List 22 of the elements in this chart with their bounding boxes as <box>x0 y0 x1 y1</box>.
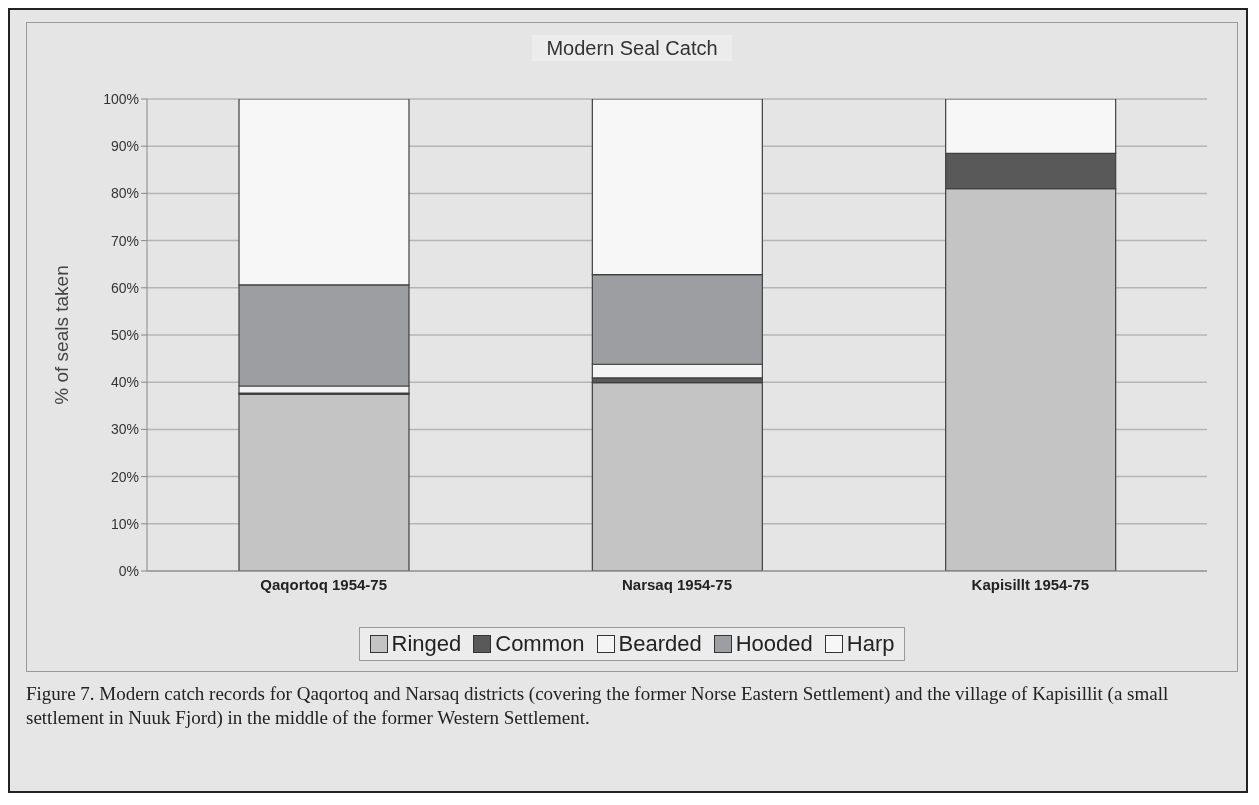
legend-label: Hooded <box>734 631 813 657</box>
y-tick-label: 60% <box>110 279 139 296</box>
legend-label: Bearded <box>617 631 702 657</box>
caption: Figure 7. Modern catch records for Qaqortoq and Narsaq districts (covering the former Norse Eastern Settlement) and the village of Kapisillit (a small settlement in Nuuk Fjord) in the middle of the former Western Settlement. <box>26 682 1170 730</box>
y-tick-label: 50% <box>110 326 139 343</box>
x-tick-label: Qaqortoq 1954-75 <box>260 575 388 593</box>
y-tick-label: 30% <box>110 421 139 438</box>
legend-label: Harp <box>845 631 895 657</box>
y-tick-label: 70% <box>110 232 139 249</box>
x-tick-label: Narsaq 1954-75 <box>621 575 733 593</box>
chart-title: Modern Seal Catch <box>532 35 732 61</box>
y-tick-label: 10% <box>110 515 139 532</box>
y-tick-label: 90% <box>110 138 139 155</box>
legend-label: Ringed <box>390 631 462 657</box>
y-tick-label: 0% <box>118 562 139 579</box>
y-axis-title: % of seals taken <box>50 265 72 405</box>
y-tick-label: 40% <box>110 374 139 391</box>
y-tick-label: 80% <box>110 185 139 202</box>
y-tick-label: 100% <box>103 90 139 107</box>
y-tick-label: 20% <box>110 468 139 485</box>
x-tick-label: Kapisillt 1954-75 <box>971 575 1090 593</box>
legend-label: Common <box>494 631 585 657</box>
